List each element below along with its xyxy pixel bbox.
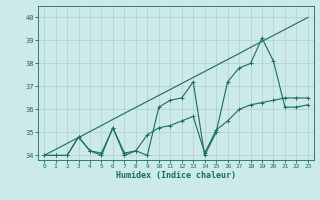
X-axis label: Humidex (Indice chaleur): Humidex (Indice chaleur): [116, 171, 236, 180]
